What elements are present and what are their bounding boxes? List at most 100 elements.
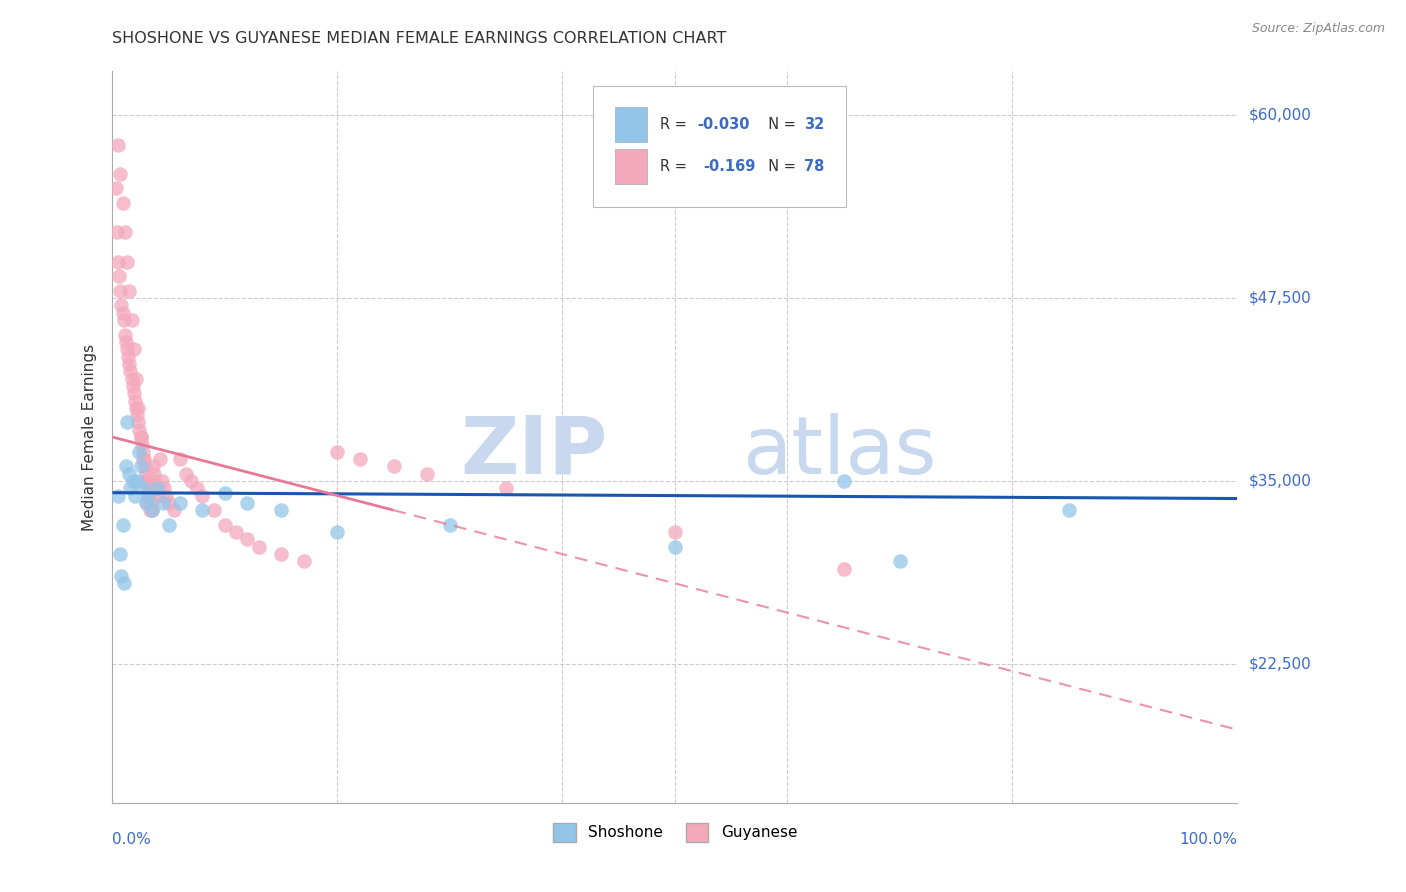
Point bbox=[124, 393, 146, 408]
Point bbox=[111, 306, 134, 320]
Y-axis label: Median Female Earnings: Median Female Earnings bbox=[82, 343, 97, 531]
Point bbox=[1057, 503, 1080, 517]
Point bbox=[270, 547, 292, 561]
Point bbox=[107, 254, 129, 268]
Text: N =: N = bbox=[759, 117, 801, 132]
Point bbox=[127, 416, 149, 430]
Point bbox=[104, 181, 127, 195]
Point bbox=[115, 254, 138, 268]
Point bbox=[326, 525, 349, 540]
Point bbox=[120, 481, 142, 495]
Point bbox=[128, 423, 150, 437]
Point bbox=[122, 343, 145, 357]
Text: R =: R = bbox=[661, 117, 692, 132]
Point bbox=[157, 496, 180, 510]
Point bbox=[150, 474, 173, 488]
Text: $35,000: $35,000 bbox=[1249, 474, 1312, 489]
Point bbox=[124, 489, 146, 503]
Point bbox=[131, 437, 153, 451]
Text: $60,000: $60,000 bbox=[1249, 108, 1312, 123]
Point bbox=[127, 408, 149, 422]
Text: $47,500: $47,500 bbox=[1249, 291, 1312, 306]
Point bbox=[202, 503, 225, 517]
Point bbox=[112, 576, 135, 591]
Point bbox=[110, 167, 132, 181]
Point bbox=[664, 525, 686, 540]
Point bbox=[121, 474, 143, 488]
Point bbox=[122, 386, 145, 401]
Point bbox=[349, 452, 371, 467]
Point bbox=[146, 489, 169, 503]
Point bbox=[141, 503, 163, 517]
Point bbox=[142, 459, 165, 474]
Point bbox=[214, 485, 236, 500]
Point bbox=[135, 467, 157, 481]
Point bbox=[163, 503, 186, 517]
Point bbox=[132, 452, 155, 467]
Point bbox=[129, 430, 152, 444]
Point bbox=[270, 503, 292, 517]
Point bbox=[247, 540, 270, 554]
Point bbox=[214, 517, 236, 532]
Point bbox=[191, 489, 214, 503]
Point bbox=[107, 489, 129, 503]
Point bbox=[136, 496, 159, 510]
Point bbox=[832, 562, 855, 576]
Point bbox=[225, 525, 247, 540]
Point bbox=[326, 444, 349, 458]
Point bbox=[118, 284, 141, 298]
Point bbox=[143, 474, 166, 488]
Point bbox=[132, 444, 155, 458]
Point bbox=[169, 452, 191, 467]
Point bbox=[141, 503, 163, 517]
Point bbox=[125, 371, 148, 385]
Point bbox=[664, 540, 686, 554]
Point bbox=[135, 496, 157, 510]
Point bbox=[114, 225, 136, 239]
Point bbox=[439, 517, 461, 532]
Point bbox=[139, 496, 162, 510]
Point bbox=[121, 371, 143, 385]
Point bbox=[155, 489, 177, 503]
Text: SHOSHONE VS GUYANESE MEDIAN FEMALE EARNINGS CORRELATION CHART: SHOSHONE VS GUYANESE MEDIAN FEMALE EARNI… bbox=[112, 30, 727, 45]
Point bbox=[157, 517, 180, 532]
Point bbox=[180, 474, 202, 488]
Point bbox=[134, 474, 156, 488]
Point bbox=[115, 416, 138, 430]
Point bbox=[110, 569, 132, 583]
Point bbox=[153, 481, 176, 495]
Point bbox=[132, 452, 155, 467]
Text: N =: N = bbox=[759, 159, 801, 174]
Point bbox=[136, 474, 159, 488]
Point bbox=[121, 379, 143, 393]
Point bbox=[115, 334, 138, 349]
Point bbox=[138, 489, 160, 503]
Point bbox=[138, 489, 160, 503]
Point bbox=[128, 444, 150, 458]
Text: atlas: atlas bbox=[742, 413, 936, 491]
Point bbox=[117, 350, 139, 364]
Point bbox=[138, 503, 160, 517]
Point bbox=[121, 313, 143, 327]
FancyBboxPatch shape bbox=[593, 86, 846, 207]
Point bbox=[889, 554, 911, 568]
Point bbox=[105, 225, 128, 239]
Point bbox=[108, 269, 131, 284]
Point bbox=[186, 481, 208, 495]
Point bbox=[127, 474, 149, 488]
Point bbox=[129, 459, 152, 474]
Point bbox=[112, 313, 135, 327]
Point bbox=[118, 467, 141, 481]
Point bbox=[120, 364, 142, 378]
Point bbox=[152, 496, 174, 510]
Point bbox=[138, 481, 160, 495]
Point bbox=[110, 284, 132, 298]
Point bbox=[236, 496, 259, 510]
Point bbox=[127, 401, 149, 415]
Point bbox=[110, 298, 132, 312]
Text: 32: 32 bbox=[804, 117, 824, 132]
Text: Source: ZipAtlas.com: Source: ZipAtlas.com bbox=[1251, 22, 1385, 36]
Point bbox=[495, 481, 517, 495]
Text: -0.169: -0.169 bbox=[703, 159, 755, 174]
Text: 0.0%: 0.0% bbox=[112, 832, 152, 847]
